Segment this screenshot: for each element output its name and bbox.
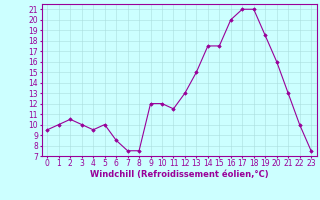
X-axis label: Windchill (Refroidissement éolien,°C): Windchill (Refroidissement éolien,°C) — [90, 170, 268, 179]
